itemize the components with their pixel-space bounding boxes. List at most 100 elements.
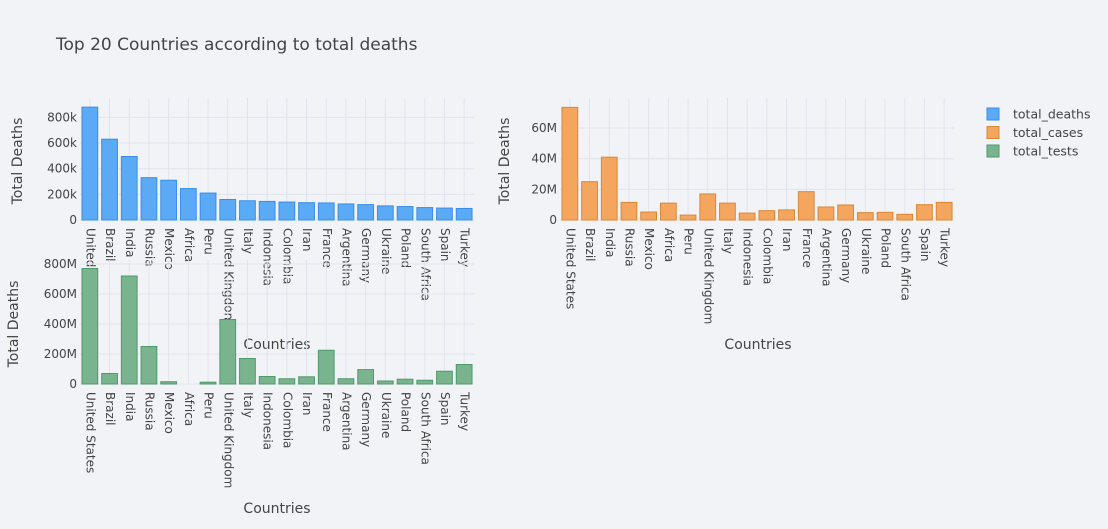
y-tick-label: 400k <box>47 162 77 176</box>
bar-total_cases <box>600 156 618 221</box>
y-tick-label: 600M <box>44 287 77 301</box>
bar-total_cases <box>837 204 855 221</box>
y-tick-label: 20M <box>531 182 557 196</box>
x-tick-label: Poland <box>399 228 413 268</box>
bar-total_deaths <box>120 156 138 221</box>
x-tick-label: Russia <box>622 228 636 267</box>
y-tick-label: 0 <box>549 213 557 227</box>
legend-swatch <box>986 126 1000 139</box>
y-tick-label: 600k <box>47 136 77 150</box>
x-tick-label: Colombia <box>280 392 294 448</box>
bar-total_cases <box>679 214 697 221</box>
x-tick-label: India <box>603 228 617 257</box>
x-tick-label: Argentina <box>819 228 833 287</box>
bar-total_tests <box>357 369 375 385</box>
legend: total_deaths total_cases total_tests <box>986 107 1090 159</box>
bar-total_tests <box>317 349 335 385</box>
bar-total_deaths <box>416 207 434 221</box>
y-tick-label: 800k <box>47 110 77 124</box>
x-tick-label: Italy <box>241 392 255 418</box>
bar-total_cases <box>620 201 638 221</box>
x-tick-label: France <box>800 228 814 268</box>
legend-label: total_cases <box>1013 125 1083 140</box>
x-tick-label: Argentina <box>339 228 353 287</box>
bar-total_tests <box>101 373 118 385</box>
legend-swatch <box>986 144 1000 158</box>
y-tick-label: 0 <box>69 377 77 391</box>
bar-total_tests <box>396 378 414 385</box>
x-tick-label: Africa <box>182 392 196 426</box>
y-tick-label: 400M <box>44 317 77 331</box>
bar-total_cases <box>758 210 776 221</box>
x-axis-title: Countries <box>243 501 310 517</box>
bar-total_tests <box>376 380 394 385</box>
x-tick-label: Colombia <box>280 228 294 284</box>
x-tick-label: Spain <box>918 228 932 262</box>
x-tick-label: Ukraine <box>859 228 873 274</box>
x-axis-title: Countries <box>724 337 791 353</box>
bar-total_deaths <box>298 202 315 221</box>
subplot-total_tests: 0 200M 400M 600M 800M United States Brazil Indi… <box>6 257 474 517</box>
bar-total_cases <box>581 181 598 221</box>
legend-label: total_deaths <box>1013 107 1090 122</box>
x-tick-label: France <box>320 228 334 268</box>
bar-total_cases <box>797 191 815 221</box>
bar-total_cases <box>738 212 756 221</box>
bar-total_deaths <box>455 207 473 221</box>
bar-total_tests <box>219 319 237 385</box>
bar-total_cases <box>935 201 953 221</box>
x-tick-label: Turkey <box>458 227 472 267</box>
x-tick-label: Indonesia <box>741 228 755 286</box>
x-tick-label: Mexico <box>642 228 656 270</box>
subplot-total_cases: 0 20M 40M 60M United States Brazil India Russia… <box>497 98 954 353</box>
y-tick-label: 60M <box>531 121 557 135</box>
bar-total_deaths <box>219 198 237 221</box>
bar-total_tests <box>140 346 158 385</box>
bar-total_tests <box>298 376 315 385</box>
x-tick-label: Brazil <box>583 228 597 262</box>
bar-total_cases <box>817 206 835 221</box>
x-tick-label: India <box>123 228 137 257</box>
bar-total_deaths <box>179 188 197 221</box>
x-tick-label: Indonesia <box>261 228 275 286</box>
bar-total_cases <box>856 212 874 221</box>
bar-total_deaths <box>81 106 99 221</box>
bar-total_cases <box>640 211 658 221</box>
subplot-total_deaths: 0200k400k600k800kUnited StatesBrazilIndi… <box>10 98 474 353</box>
bar-total_deaths <box>199 192 217 221</box>
bar-total_cases <box>778 209 795 221</box>
x-tick-label: United States <box>563 228 577 309</box>
bar-total_deaths <box>101 138 118 221</box>
bar-total_deaths <box>317 202 335 221</box>
x-tick-label: Italy <box>241 228 255 254</box>
y-axis-title: Total Deaths <box>10 118 26 206</box>
x-tick-label: Mexico <box>162 228 176 270</box>
x-tick-label: Ukraine <box>379 392 393 438</box>
x-tick-label: Iran <box>780 228 794 251</box>
bar-total_tests <box>416 379 434 385</box>
y-axis-title: Total Deaths <box>497 118 513 206</box>
bar-total_tests <box>160 381 178 385</box>
x-tick-label: Italy <box>721 228 735 254</box>
bar-total_deaths <box>278 201 296 221</box>
x-tick-label: Peru <box>682 228 696 255</box>
x-tick-label: Brazil <box>103 392 117 426</box>
x-tick-label: Spain <box>438 392 452 426</box>
x-tick-label: United Kingdom <box>221 392 235 488</box>
y-tick-label: 800M <box>44 257 77 271</box>
x-tick-label: France <box>320 392 334 432</box>
y-tick-label: 200k <box>47 187 77 201</box>
x-tick-label: Russia <box>142 392 156 431</box>
bar-total_deaths <box>140 177 158 221</box>
x-tick-label: Peru <box>202 228 216 255</box>
bar-total_deaths <box>357 204 375 221</box>
bar-total_deaths <box>337 203 355 221</box>
bar-total_tests <box>278 378 296 385</box>
x-tick-label: Ukraine <box>379 228 393 274</box>
bar-total_cases <box>659 202 677 221</box>
x-axis-title: Countries <box>243 337 310 353</box>
bar-total_deaths <box>258 200 276 221</box>
bar-total_cases <box>719 202 736 221</box>
y-axis-title: Total Deaths <box>6 281 22 369</box>
